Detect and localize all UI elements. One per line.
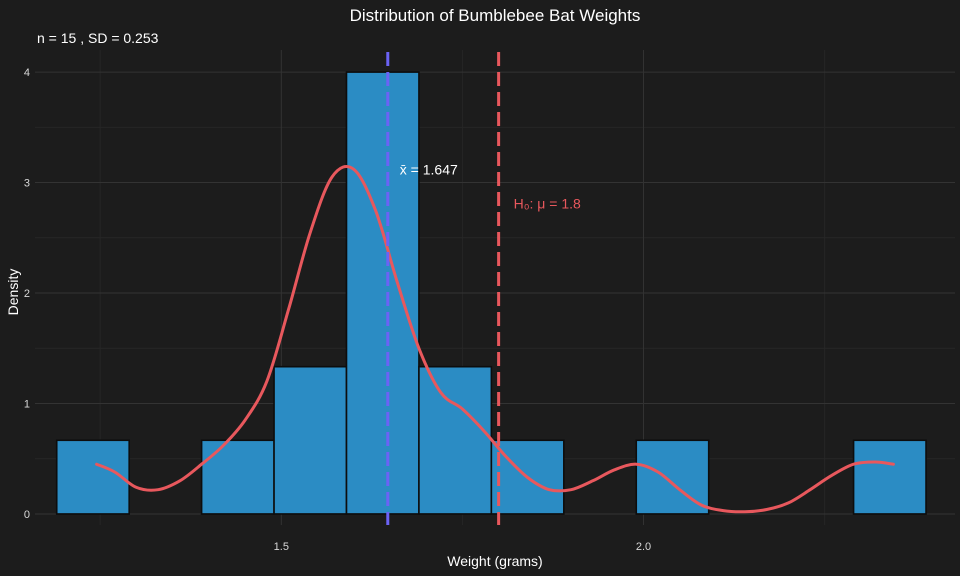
- y-tick-label: 2: [24, 288, 30, 300]
- x-tick-label: 1.5: [274, 541, 289, 553]
- density-curve-layer: [95, 165, 895, 514]
- null-hypothesis-label: H₀: μ = 1.8: [514, 196, 581, 212]
- histogram-bar: [418, 365, 493, 515]
- chart-subtitle: n = 15 , SD = 0.253: [37, 30, 159, 46]
- y-tick-label: 0: [24, 509, 30, 521]
- density-curve: [95, 165, 895, 514]
- histogram-bar: [200, 439, 275, 515]
- mean-label: x̄ = 1.647: [400, 161, 458, 177]
- y-tick-label: 4: [24, 67, 30, 79]
- histogram-bar: [852, 439, 927, 515]
- y-tick-label: 3: [24, 178, 30, 190]
- axis-ticks: 0 1 2 3 4 1.5 2.0: [24, 67, 651, 553]
- y-axis-title: Density: [5, 269, 21, 316]
- histogram-bar: [273, 365, 348, 515]
- x-tick-label: 2.0: [636, 541, 651, 553]
- chart-title: Distribution of Bumblebee Bat Weights: [350, 6, 641, 25]
- y-tick-label: 1: [24, 398, 30, 410]
- x-axis-title: Weight (grams): [447, 553, 542, 569]
- histogram-bar: [55, 439, 130, 515]
- grid: [35, 50, 955, 525]
- histogram-bar: [345, 71, 420, 515]
